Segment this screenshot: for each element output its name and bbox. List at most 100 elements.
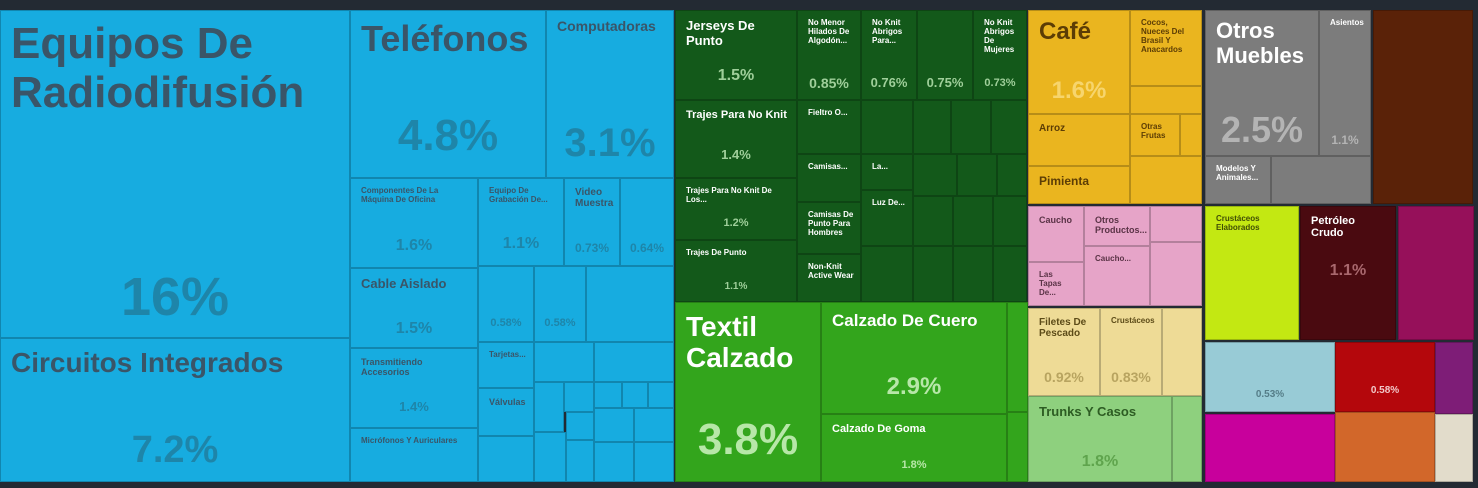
treemap-cell-label: Fieltro O... xyxy=(808,108,848,117)
treemap-cell-value: 1.8% xyxy=(1081,453,1119,470)
treemap-cell-value: 0.64% xyxy=(629,241,665,255)
treemap-cell[interactable]: Trunks Y Casos 1.8% xyxy=(1028,396,1172,482)
treemap-cell[interactable]: La... xyxy=(861,154,913,190)
treemap-cell[interactable]: Calzado De Cuero 2.9% xyxy=(821,302,1007,414)
treemap-cell[interactable]: Calzado De Goma 1.8% xyxy=(821,414,1007,482)
treemap-cell[interactable]: 0.58% xyxy=(478,266,534,342)
treemap-cell[interactable]: Otras Frutas xyxy=(1130,114,1180,156)
treemap-cell[interactable]: Micrófonos Y Auriculares xyxy=(350,428,478,482)
treemap-subcell xyxy=(1172,396,1202,482)
treemap-cell[interactable]: Café 1.6% xyxy=(1028,10,1130,114)
treemap-cell-value: 0.73% xyxy=(984,77,1016,89)
treemap-subcell xyxy=(1130,156,1202,204)
treemap-cell-label: Otras Frutas xyxy=(1141,122,1166,140)
treemap-cell[interactable]: Computadoras 3.1% xyxy=(546,10,674,178)
treemap-subcell xyxy=(913,100,951,154)
treemap-cell[interactable]: Las Tapas De... xyxy=(1028,262,1084,306)
treemap-cell[interactable]: Componentes De La Máquina De Oficina 1.6% xyxy=(350,178,478,268)
treemap-cell[interactable]: No Knit Abrigos De Mujeres 0.73% xyxy=(973,10,1027,100)
treemap-cell[interactable]: Equipo De Grabación De... 1.1% xyxy=(478,178,564,266)
treemap-cell[interactable]: Filetes De Pescado 0.92% xyxy=(1028,308,1100,396)
treemap-cell[interactable]: Equipos De Radiodifusión 16% xyxy=(0,10,350,338)
treemap-cell-label: Crustáceos Elaborados xyxy=(1216,214,1260,232)
treemap-subcell xyxy=(1373,10,1473,204)
treemap-cell[interactable]: Fieltro O... xyxy=(797,100,861,154)
treemap-cell[interactable]: No Knit Abrigos Para... 0.76% xyxy=(861,10,917,100)
treemap-cell-label: Petróleo Crudo xyxy=(1311,215,1356,240)
treemap-cell[interactable]: Otros Productos... xyxy=(1084,206,1150,246)
treemap-cell-label: Trajes Para No Knit xyxy=(686,109,787,121)
treemap-subcell xyxy=(1180,114,1202,156)
treemap-cell-value: 0.58% xyxy=(1370,385,1400,396)
treemap-cell-value: 1.4% xyxy=(721,147,751,162)
treemap-cell-label: Computadoras xyxy=(557,18,656,34)
treemap-cell-value: 4.8% xyxy=(397,111,499,160)
treemap-cell[interactable]: 0.53% xyxy=(1205,342,1335,412)
treemap-cell[interactable]: Caucho xyxy=(1028,206,1084,262)
treemap-cell-label: Modelos Y Animales... xyxy=(1216,164,1259,182)
treemap-cell[interactable]: Arroz xyxy=(1028,114,1130,166)
treemap-cell[interactable]: 0.58% xyxy=(534,266,586,342)
treemap-cell[interactable]: No Menor Hilados De Algodón... 0.85% xyxy=(797,10,861,100)
treemap-cell-value: 0.83% xyxy=(1111,369,1151,385)
treemap-cell-label: Cable Aislado xyxy=(361,276,447,291)
treemap-cell-value: 1.5% xyxy=(395,320,433,337)
treemap-cell[interactable]: Circuitos Integrados 7.2% xyxy=(0,338,350,482)
treemap-subcell xyxy=(594,442,634,482)
treemap-cell-label: Equipos De Radiodifusión xyxy=(11,19,305,118)
treemap-cell-value: 1.4% xyxy=(399,399,429,414)
treemap-cell[interactable]: Otros Muebles 2.5% xyxy=(1205,10,1319,156)
treemap-cell[interactable]: Luz De... xyxy=(861,190,913,246)
treemap-cell[interactable]: Modelos Y Animales... xyxy=(1205,156,1271,204)
treemap-cell-label: La... xyxy=(872,162,889,171)
treemap-subcell xyxy=(913,154,957,196)
treemap-cell[interactable]: Asientos 1.1% xyxy=(1319,10,1371,156)
treemap-subcell xyxy=(534,432,566,482)
treemap-cell[interactable]: Trajes De Punto 1.1% xyxy=(675,240,797,302)
treemap-cell[interactable]: Crustáceos Elaborados xyxy=(1205,206,1299,340)
treemap-cell-label: Las Tapas De... xyxy=(1039,270,1062,297)
treemap-cell[interactable]: Textil Calzado 3.8% xyxy=(675,302,821,482)
treemap-cell[interactable]: 0.64% xyxy=(620,178,674,266)
treemap-cell-label: Trajes De Punto xyxy=(686,248,747,257)
treemap-cell-label: Jerseys De Punto xyxy=(686,18,755,48)
treemap-cell[interactable]: Video Muestra 0.73% xyxy=(564,178,620,266)
treemap-cell[interactable]: Crustáceos 0.83% xyxy=(1100,308,1162,396)
treemap-cell[interactable]: Transmitiendo Accesorios 1.4% xyxy=(350,348,478,428)
treemap-cell-label: Café xyxy=(1039,18,1092,45)
treemap-cell[interactable]: Teléfonos 4.8% xyxy=(350,10,546,178)
treemap-cell-label: Trunks Y Casos xyxy=(1039,404,1137,419)
treemap-subcell xyxy=(622,382,648,408)
treemap-cell[interactable]: Petróleo Crudo 1.1% xyxy=(1300,206,1396,340)
treemap-cell[interactable]: Válvulas xyxy=(478,388,534,436)
treemap-cell-value: 1.1% xyxy=(1329,262,1367,279)
treemap-cell[interactable]: Caucho... xyxy=(1084,246,1150,306)
treemap-subcell xyxy=(564,382,594,412)
treemap-subcell xyxy=(1271,156,1371,204)
treemap-subcell xyxy=(1007,412,1028,482)
treemap-cell[interactable]: Trajes Para No Knit De Los... 1.2% xyxy=(675,178,797,240)
treemap-cell[interactable]: Camisas De Punto Para Hombres xyxy=(797,202,861,254)
treemap-cell[interactable]: Tarjetas... xyxy=(478,342,534,388)
treemap-cell-value: 1.2% xyxy=(723,217,749,229)
treemap-cell[interactable]: Jerseys De Punto 1.5% xyxy=(675,10,797,100)
treemap-cell-label: Pimienta xyxy=(1039,174,1090,188)
treemap-subcell xyxy=(861,100,913,154)
treemap-cell[interactable]: Camisas... xyxy=(797,154,861,202)
treemap-cell-label: Arroz xyxy=(1039,123,1066,134)
treemap-cell-label: No Knit Abrigos De Mujeres xyxy=(984,18,1015,54)
treemap-cell[interactable]: Non-Knit Active Wear xyxy=(797,254,861,302)
treemap-subcell xyxy=(634,408,674,442)
treemap-cell-value: 0.58% xyxy=(490,317,522,329)
treemap-subcell xyxy=(991,100,1027,154)
treemap-cell[interactable]: Cable Aislado 1.5% xyxy=(350,268,478,348)
treemap-cell[interactable]: Trajes Para No Knit 1.4% xyxy=(675,100,797,178)
treemap-cell[interactable]: Cocos, Nueces Del Brasil Y Anacardos 1.1% xyxy=(1130,10,1202,86)
treemap-cell[interactable]: Pimienta xyxy=(1028,166,1130,204)
treemap-subcell xyxy=(1150,206,1202,242)
treemap-subcell xyxy=(1130,86,1202,114)
treemap-cell[interactable]: 0.75% xyxy=(917,10,973,100)
treemap-cell-label: Circuitos Integrados xyxy=(11,347,284,378)
treemap-cell[interactable]: 0.58% xyxy=(1335,342,1435,412)
